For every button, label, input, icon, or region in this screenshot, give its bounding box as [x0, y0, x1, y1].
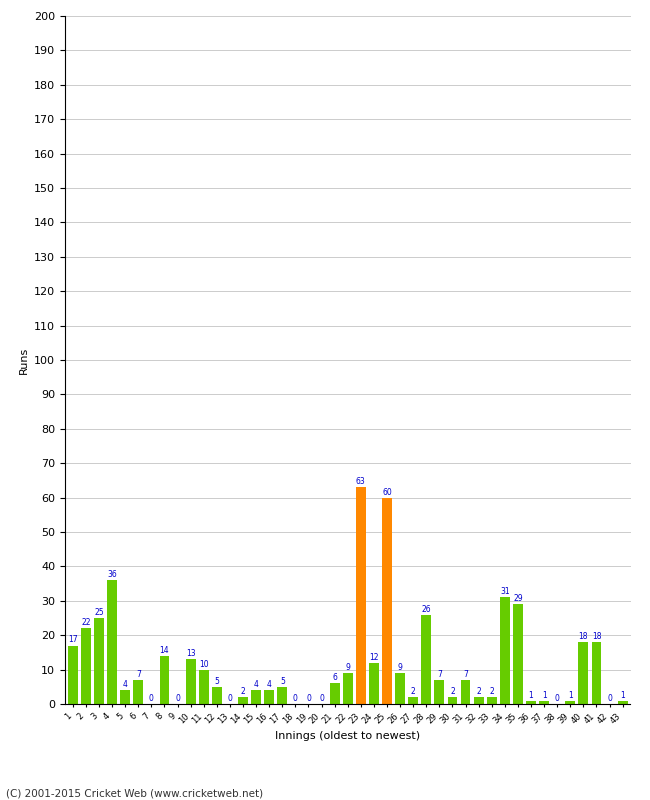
Bar	[356, 487, 366, 704]
Text: 14: 14	[160, 646, 169, 655]
Text: 2: 2	[450, 687, 455, 696]
Text: 0: 0	[607, 694, 612, 703]
Bar	[500, 598, 510, 704]
Text: 0: 0	[175, 694, 180, 703]
Bar	[395, 673, 405, 704]
Bar	[487, 697, 497, 704]
Text: 1: 1	[568, 690, 573, 699]
Bar	[513, 604, 523, 704]
Bar	[330, 683, 339, 704]
Text: 2: 2	[489, 687, 494, 696]
Text: 7: 7	[136, 670, 141, 679]
Bar	[81, 628, 91, 704]
Bar	[618, 701, 627, 704]
Bar	[107, 580, 117, 704]
Bar	[120, 690, 130, 704]
Text: 12: 12	[369, 653, 379, 662]
Bar	[212, 686, 222, 704]
Text: 7: 7	[437, 670, 442, 679]
Bar	[434, 680, 445, 704]
Text: 60: 60	[382, 487, 392, 497]
Bar	[343, 673, 353, 704]
Bar	[199, 670, 209, 704]
Text: 18: 18	[592, 632, 601, 641]
Text: 2: 2	[411, 687, 415, 696]
Bar	[461, 680, 471, 704]
Text: 36: 36	[107, 570, 117, 579]
Bar	[592, 642, 601, 704]
Text: 0: 0	[149, 694, 154, 703]
Text: 10: 10	[199, 659, 209, 669]
Bar	[540, 701, 549, 704]
Bar	[578, 642, 588, 704]
Text: 4: 4	[123, 680, 127, 690]
Bar	[474, 697, 484, 704]
Text: 0: 0	[319, 694, 324, 703]
Text: 1: 1	[620, 690, 625, 699]
Text: 22: 22	[81, 618, 91, 627]
Bar	[369, 662, 379, 704]
Text: 9: 9	[345, 663, 350, 672]
Text: 7: 7	[463, 670, 468, 679]
Text: 26: 26	[421, 605, 431, 614]
Text: 6: 6	[332, 674, 337, 682]
Bar	[94, 618, 104, 704]
Text: 18: 18	[578, 632, 588, 641]
Bar	[251, 690, 261, 704]
Bar	[278, 686, 287, 704]
Bar	[408, 697, 418, 704]
Text: 1: 1	[528, 690, 534, 699]
Text: 0: 0	[306, 694, 311, 703]
Bar	[382, 498, 392, 704]
Bar	[238, 697, 248, 704]
Bar	[265, 690, 274, 704]
Text: 0: 0	[227, 694, 233, 703]
Bar	[186, 659, 196, 704]
Text: 13: 13	[186, 650, 196, 658]
Bar	[448, 697, 458, 704]
Y-axis label: Runs: Runs	[19, 346, 29, 374]
Text: 17: 17	[68, 635, 77, 645]
X-axis label: Innings (oldest to newest): Innings (oldest to newest)	[275, 731, 421, 741]
Bar	[133, 680, 143, 704]
Text: (C) 2001-2015 Cricket Web (www.cricketweb.net): (C) 2001-2015 Cricket Web (www.cricketwe…	[6, 788, 264, 798]
Text: 4: 4	[266, 680, 272, 690]
Bar	[566, 701, 575, 704]
Text: 4: 4	[254, 680, 259, 690]
Text: 0: 0	[293, 694, 298, 703]
Bar	[160, 656, 170, 704]
Text: 9: 9	[398, 663, 402, 672]
Text: 0: 0	[554, 694, 560, 703]
Bar	[526, 701, 536, 704]
Text: 29: 29	[513, 594, 523, 603]
Text: 2: 2	[476, 687, 481, 696]
Text: 31: 31	[500, 587, 510, 596]
Text: 63: 63	[356, 478, 366, 486]
Bar	[421, 614, 431, 704]
Text: 5: 5	[280, 677, 285, 686]
Text: 1: 1	[541, 690, 547, 699]
Text: 5: 5	[214, 677, 219, 686]
Text: 2: 2	[240, 687, 246, 696]
Text: 25: 25	[94, 608, 104, 617]
Bar	[68, 646, 78, 704]
